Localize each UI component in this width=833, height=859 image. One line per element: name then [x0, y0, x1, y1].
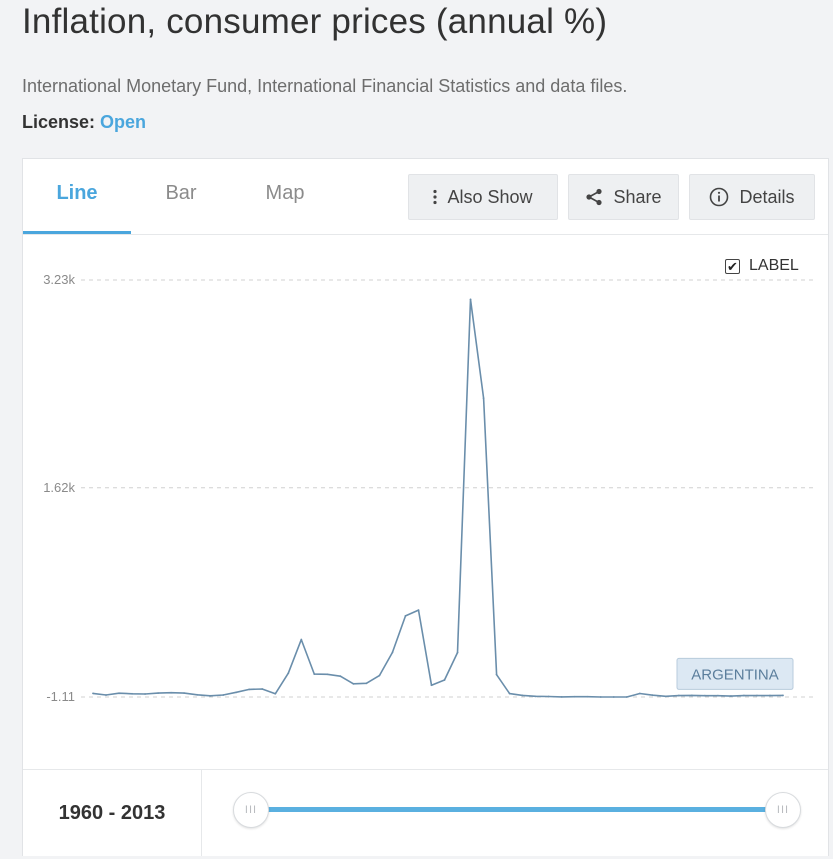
- tab-bar[interactable]: Bar: [165, 182, 197, 204]
- data-point: [131, 692, 133, 695]
- year-range-footer: 1960 - 2013 III III: [23, 769, 828, 856]
- share-label: Share: [613, 186, 662, 207]
- data-point: [170, 691, 173, 694]
- data-point: [703, 694, 706, 697]
- data-point: [365, 682, 368, 685]
- data-point: [560, 695, 563, 698]
- license-label: License:: [22, 112, 96, 132]
- checkbox-checked-icon[interactable]: ✔: [725, 258, 740, 274]
- data-point: [313, 673, 316, 676]
- series-line-argentina: [92, 298, 784, 698]
- data-point: [586, 695, 589, 698]
- data-point: [782, 694, 784, 697]
- range-start-handle[interactable]: III: [233, 792, 269, 828]
- data-point: [769, 694, 771, 697]
- license: License: Open: [22, 112, 146, 133]
- data-point: [482, 397, 485, 400]
- data-point: [352, 682, 355, 685]
- label-toggle-text: LABEL: [749, 257, 799, 274]
- more-vertical-icon: [433, 189, 438, 205]
- data-point: [404, 615, 407, 617]
- data-point: [508, 692, 511, 695]
- share-button[interactable]: Share: [568, 174, 679, 220]
- series-label-argentina: ARGENTINA: [691, 666, 779, 683]
- data-point: [287, 672, 290, 675]
- data-point: [456, 651, 459, 654]
- data-point: [743, 694, 745, 697]
- license-link[interactable]: Open: [100, 112, 147, 132]
- data-point: [248, 688, 251, 691]
- details-button[interactable]: Details: [689, 174, 815, 220]
- range-end-handle[interactable]: III: [765, 792, 801, 828]
- data-point: [534, 695, 537, 698]
- data-point: [118, 692, 120, 695]
- data-point: [430, 684, 433, 687]
- data-point: [573, 695, 576, 698]
- data-point: [664, 695, 667, 698]
- y-tick-label: 1.62k: [43, 480, 75, 495]
- data-point: [638, 692, 641, 695]
- data-point: [209, 694, 212, 697]
- data-point: [690, 694, 693, 697]
- label-toggle[interactable]: ✔ LABEL: [725, 257, 799, 275]
- also-show-button[interactable]: Also Show: [408, 174, 558, 220]
- data-point: [144, 693, 146, 695]
- data-point: [339, 675, 342, 678]
- data-point: [157, 692, 159, 695]
- data-point: [625, 696, 628, 698]
- data-point: [495, 673, 498, 676]
- year-range-track[interactable]: [250, 807, 784, 812]
- data-point: [326, 673, 329, 676]
- share-icon: [585, 188, 603, 206]
- data-point: [599, 696, 602, 698]
- data-point: [378, 674, 381, 677]
- series-label-box: [676, 657, 794, 690]
- data-point: [417, 609, 420, 612]
- data-point: [274, 692, 277, 695]
- data-point: [105, 694, 107, 696]
- details-label: Details: [739, 186, 795, 207]
- data-point: [183, 692, 186, 695]
- y-tick-label: 3.23k: [43, 272, 75, 287]
- data-point: [547, 695, 550, 698]
- data-point: [222, 694, 225, 696]
- data-point: [612, 696, 615, 698]
- y-tick-label: -1.11: [46, 689, 75, 704]
- data-point: [469, 298, 472, 301]
- line-chart: 3.23k 1.62k -1.11 ARGENTINA: [43, 272, 813, 704]
- data-point: [756, 694, 758, 697]
- chart-card: Line Bar Map Also Show Share: [22, 158, 829, 856]
- data-source: International Monetary Fund, Internation…: [22, 76, 628, 96]
- data-point: [730, 695, 732, 697]
- page-title: Inflation, consumer prices (annual %): [22, 2, 608, 41]
- tab-map[interactable]: Map: [265, 182, 305, 204]
- data-point: [651, 694, 654, 697]
- data-point: [677, 694, 680, 697]
- data-point: [92, 692, 94, 695]
- year-range-label: 1960 - 2013: [23, 770, 202, 856]
- data-point: [261, 688, 264, 690]
- data-point: [443, 679, 446, 681]
- data-point: [196, 693, 199, 696]
- data-point: [235, 691, 238, 694]
- data-point: [300, 638, 303, 641]
- data-point: [521, 694, 524, 697]
- data-point: [717, 694, 719, 697]
- tab-line[interactable]: Line: [23, 159, 131, 234]
- also-show-label: Also Show: [447, 186, 533, 207]
- data-point: [391, 651, 394, 654]
- chart-tabs: Line Bar Map Also Show Share: [23, 159, 828, 235]
- info-icon: [709, 187, 729, 207]
